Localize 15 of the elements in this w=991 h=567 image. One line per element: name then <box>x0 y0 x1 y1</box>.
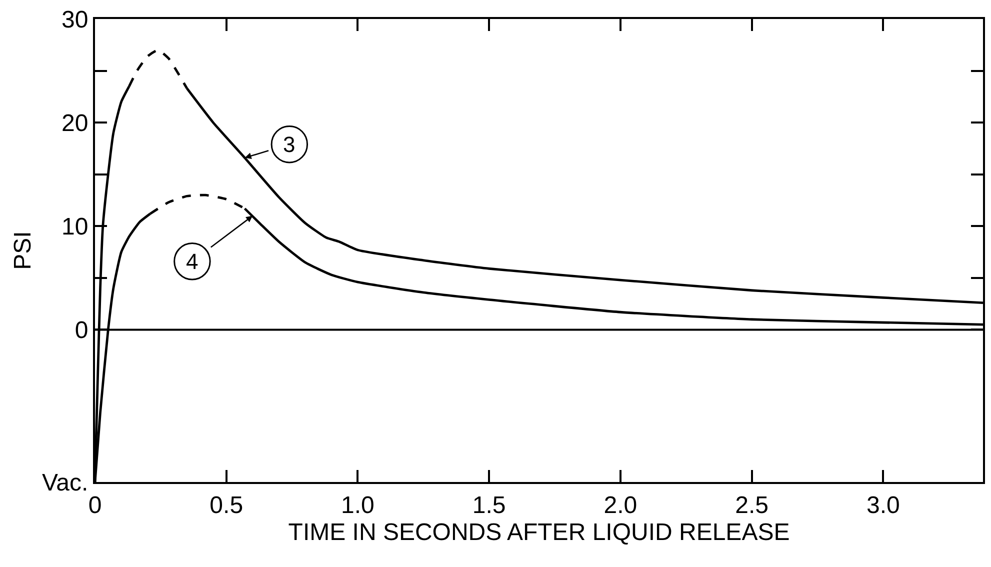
x-tick-label: 1.0 <box>341 492 374 519</box>
annotation: 4 <box>186 249 198 274</box>
annotation: 3 <box>283 132 296 157</box>
y-tick-label: Vac. <box>42 469 88 496</box>
x-axis-title: TIME IN SECONDS AFTER LIQUID RELEASE <box>288 518 790 546</box>
x-tick-label: 2.5 <box>735 492 768 519</box>
x-tick-label: 1.5 <box>472 492 506 519</box>
y-tick-label: 30 <box>61 6 88 34</box>
x-tick-label: 0.5 <box>210 492 244 519</box>
x-tick-label: 3.0 <box>866 492 900 519</box>
y-tick-label: 10 <box>61 214 88 241</box>
y-tick-label: 20 <box>61 110 88 137</box>
x-tick-label: 2.0 <box>604 492 638 519</box>
y-tick-label: 0 <box>74 317 88 344</box>
y-axis-title: PSI <box>10 231 37 270</box>
